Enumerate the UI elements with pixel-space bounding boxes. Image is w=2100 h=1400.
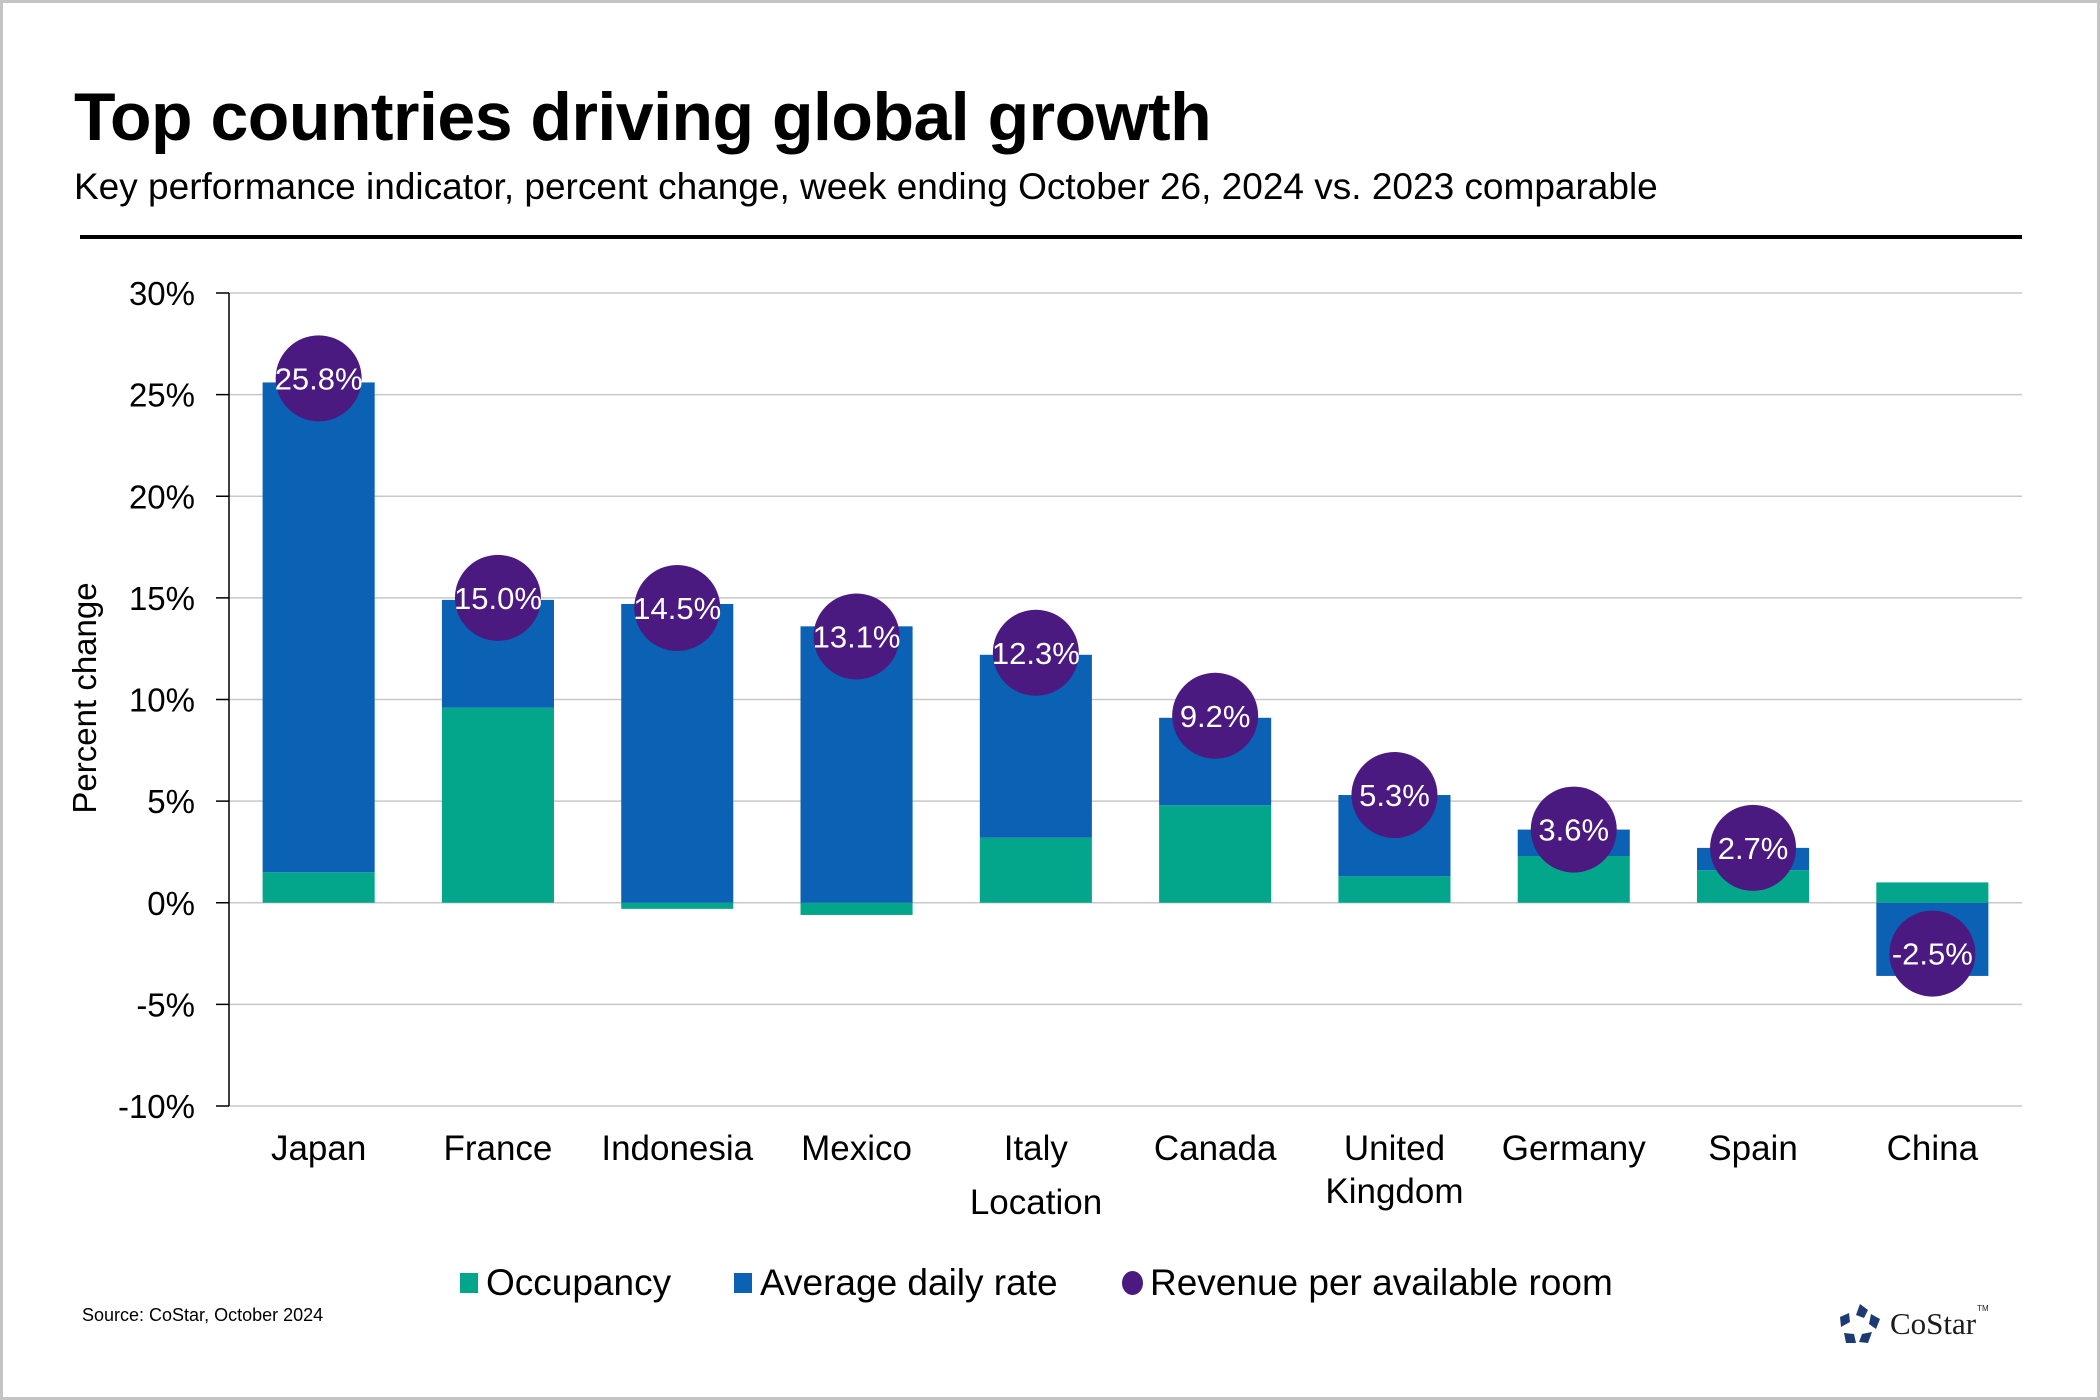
revpar-dot — [634, 565, 721, 652]
revpar-dot — [992, 609, 1079, 696]
bar-occupancy — [621, 902, 734, 909]
legend: Occupancy Average daily rate Revenue per… — [0, 1262, 2100, 1312]
y-tick-label: -5% — [136, 986, 195, 1023]
bar-occupancy — [800, 902, 913, 915]
bar-adr — [621, 603, 734, 903]
x-tick-label: United — [1344, 1129, 1445, 1168]
y-axis-ticks: -10% -5% 0% 5% 10% 15% 20% 25% 30% — [118, 275, 195, 1125]
x-tick-label: Kingdom — [1325, 1172, 1463, 1211]
bar-occupancy — [979, 837, 1092, 903]
trademark: TM — [1977, 1304, 1989, 1313]
y-tick-label: 15% — [129, 580, 195, 617]
revpar-dot — [1889, 910, 1976, 997]
bars — [262, 382, 1989, 976]
legend-item-adr: Average daily rate — [734, 1262, 1058, 1304]
x-tick-label: China — [1887, 1129, 1979, 1168]
bar-adr — [262, 382, 375, 873]
bar-occupancy — [441, 707, 554, 903]
bar-occupancy — [262, 872, 375, 903]
source-note: Source: CoStar, October 2024 — [82, 1305, 324, 1325]
x-tick-label: Mexico — [801, 1129, 912, 1168]
y-tick-label: 0% — [147, 885, 195, 922]
y-axis — [216, 292, 230, 1107]
adr-swatch — [734, 1273, 752, 1293]
y-tick-label: 30% — [129, 275, 195, 312]
revpar-data-label: 14.5% — [633, 591, 721, 626]
revpar-data-label: 3.6% — [1538, 813, 1609, 848]
legend-label: Revenue per available room — [1150, 1262, 1613, 1303]
y-tick-label: 10% — [129, 682, 195, 719]
revpar-dot — [275, 335, 362, 422]
revpar-dots: 25.8% 15.0% 14.5% 13.1% 12.3% 9.2% 5.3% 3.6% 2.7… — [275, 335, 1976, 997]
logo-wordmark: CoStar — [1890, 1306, 1977, 1341]
revpar-data-label: 15.0% — [454, 581, 542, 616]
revpar-data-label: 2.7% — [1718, 831, 1789, 866]
x-tick-label: Spain — [1708, 1129, 1798, 1168]
legend-item-revpar: Revenue per available room — [1122, 1262, 1613, 1304]
x-tick-label: Italy — [1004, 1129, 1069, 1168]
x-tick-label: Germany — [1502, 1129, 1646, 1168]
revpar-data-label: -2.5% — [1892, 937, 1973, 972]
x-tick-label: France — [443, 1129, 552, 1168]
revpar-data-label: 9.2% — [1180, 699, 1251, 734]
y-tick-label: 20% — [129, 478, 195, 515]
legend-label: Occupancy — [486, 1262, 672, 1303]
bar-occupancy — [1338, 876, 1451, 903]
revpar-data-label: 12.3% — [992, 636, 1080, 671]
chart-subtitle: Key performance indicator, percent chang… — [74, 166, 1658, 207]
bar-occupancy — [1876, 882, 1989, 903]
revpar-data-label: 25.8% — [275, 361, 363, 396]
revpar-data-label: 5.3% — [1359, 778, 1430, 813]
legend-label: Average daily rate — [760, 1262, 1058, 1303]
costar-star-icon — [1840, 1304, 1880, 1343]
y-tick-label: 5% — [147, 783, 195, 820]
revpar-dot — [1530, 786, 1617, 873]
costar-logo: CoStarTM — [1838, 1302, 1989, 1346]
revpar-dot — [1710, 804, 1797, 891]
revpar-dot — [1172, 672, 1259, 759]
revpar-dot — [1351, 752, 1438, 839]
revpar-dot — [813, 593, 900, 680]
y-axis-title: Percent change — [66, 582, 103, 813]
x-tick-label: Indonesia — [601, 1129, 753, 1168]
bar-occupancy — [1159, 805, 1272, 903]
y-tick-label: -10% — [118, 1088, 195, 1125]
x-axis-labels: Japan France Indonesia Mexico Italy Canada Uni… — [271, 1129, 1979, 1211]
title-divider — [80, 235, 2022, 239]
y-tick-label: 25% — [129, 377, 195, 414]
logo-text: CoStarTM — [1890, 1304, 1989, 1342]
revpar-dot — [454, 554, 541, 641]
revpar-swatch — [1122, 1271, 1143, 1295]
x-tick-label: Japan — [271, 1129, 366, 1168]
legend-item-occupancy: Occupancy — [460, 1262, 671, 1304]
occupancy-swatch — [460, 1273, 478, 1293]
x-axis-title: Location — [970, 1183, 1102, 1222]
chart-title: Top countries driving global growth — [74, 79, 1212, 155]
revpar-data-label: 13.1% — [813, 619, 901, 654]
x-tick-label: Canada — [1154, 1129, 1277, 1168]
